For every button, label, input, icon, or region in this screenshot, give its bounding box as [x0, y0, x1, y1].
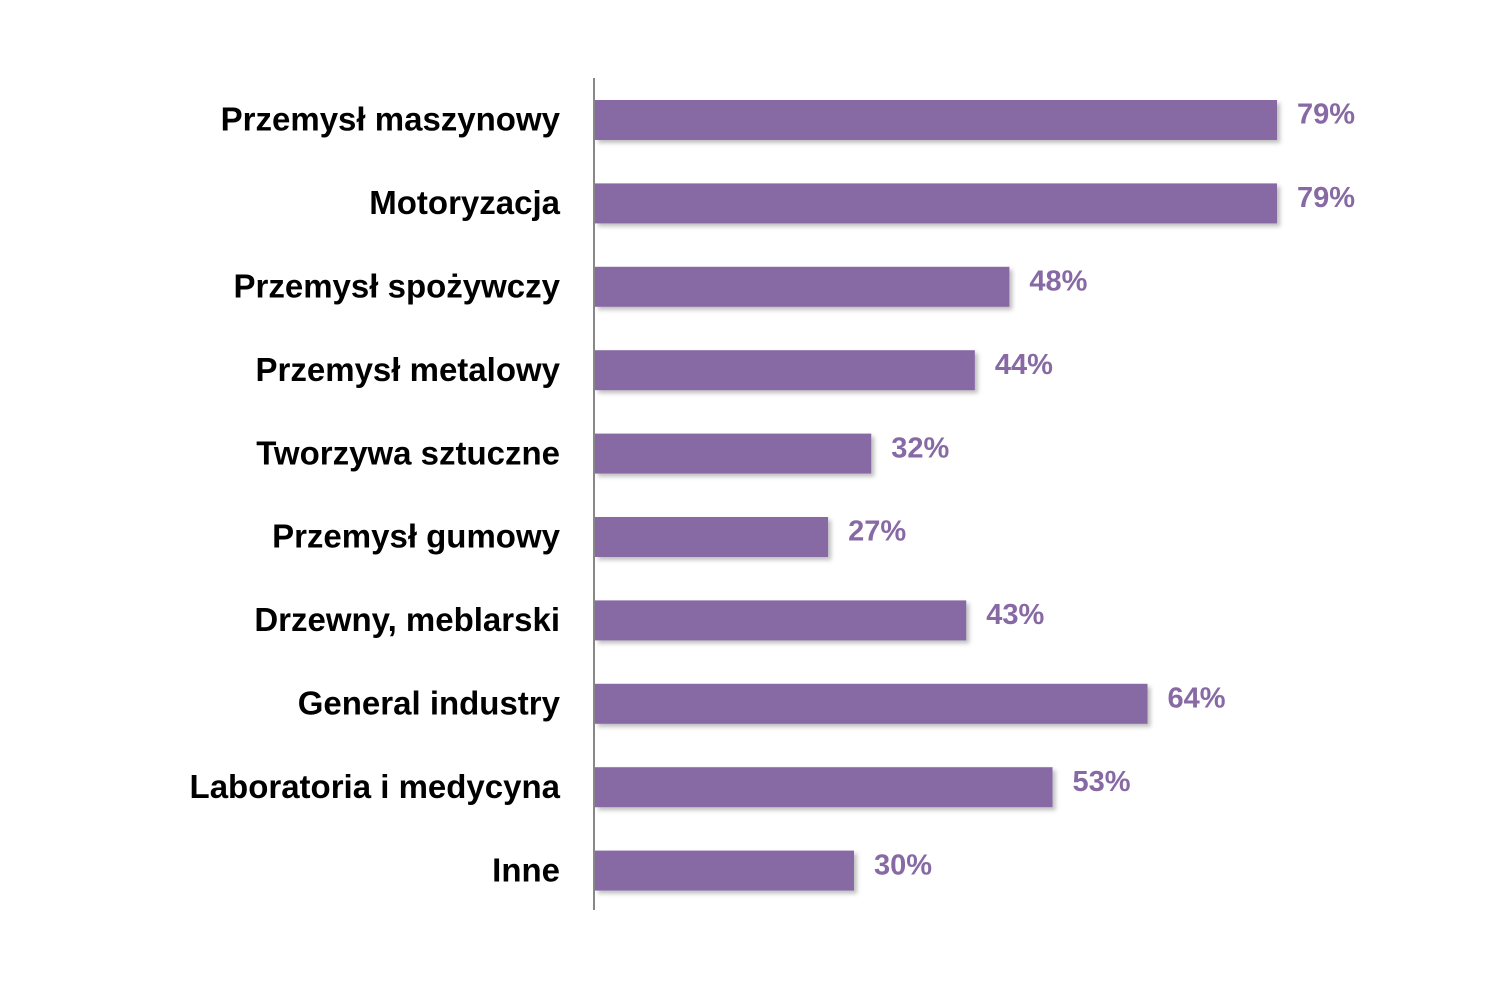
- bar: [595, 767, 1053, 808]
- bar: [595, 517, 829, 557]
- value-label: 79%: [1297, 99, 1355, 131]
- bar: [595, 266, 1010, 307]
- bar: [595, 600, 967, 641]
- category-label: General industry: [298, 685, 561, 722]
- bar: [595, 850, 854, 891]
- category-label: Laboratoria i medycyna: [190, 768, 561, 805]
- bar: [595, 100, 1277, 140]
- bar: [595, 683, 1148, 724]
- value-label: 79%: [1297, 182, 1355, 214]
- category-label: Przemysł maszynowy: [221, 101, 561, 138]
- bar: [595, 350, 975, 391]
- value-label: 43%: [986, 599, 1044, 631]
- category-label: Przemysł metalowy: [256, 351, 561, 388]
- category-label: Tworzywa sztuczne: [256, 434, 560, 471]
- category-label: Drzewny, meblarski: [254, 601, 560, 638]
- value-label: 32%: [891, 432, 949, 464]
- category-label: Przemysł gumowy: [272, 518, 561, 555]
- value-label: 27%: [848, 516, 906, 548]
- value-label: 48%: [1029, 265, 1087, 297]
- value-label: 30%: [874, 849, 932, 881]
- category-label: Inne: [492, 851, 560, 888]
- bar: [595, 183, 1277, 224]
- value-label: 53%: [1073, 766, 1131, 798]
- bar: [595, 433, 872, 474]
- category-label: Motoryzacja: [369, 184, 560, 221]
- category-label: Przemysł spożywczy: [234, 268, 561, 305]
- value-label: 64%: [1168, 682, 1226, 714]
- value-label: 44%: [995, 349, 1053, 381]
